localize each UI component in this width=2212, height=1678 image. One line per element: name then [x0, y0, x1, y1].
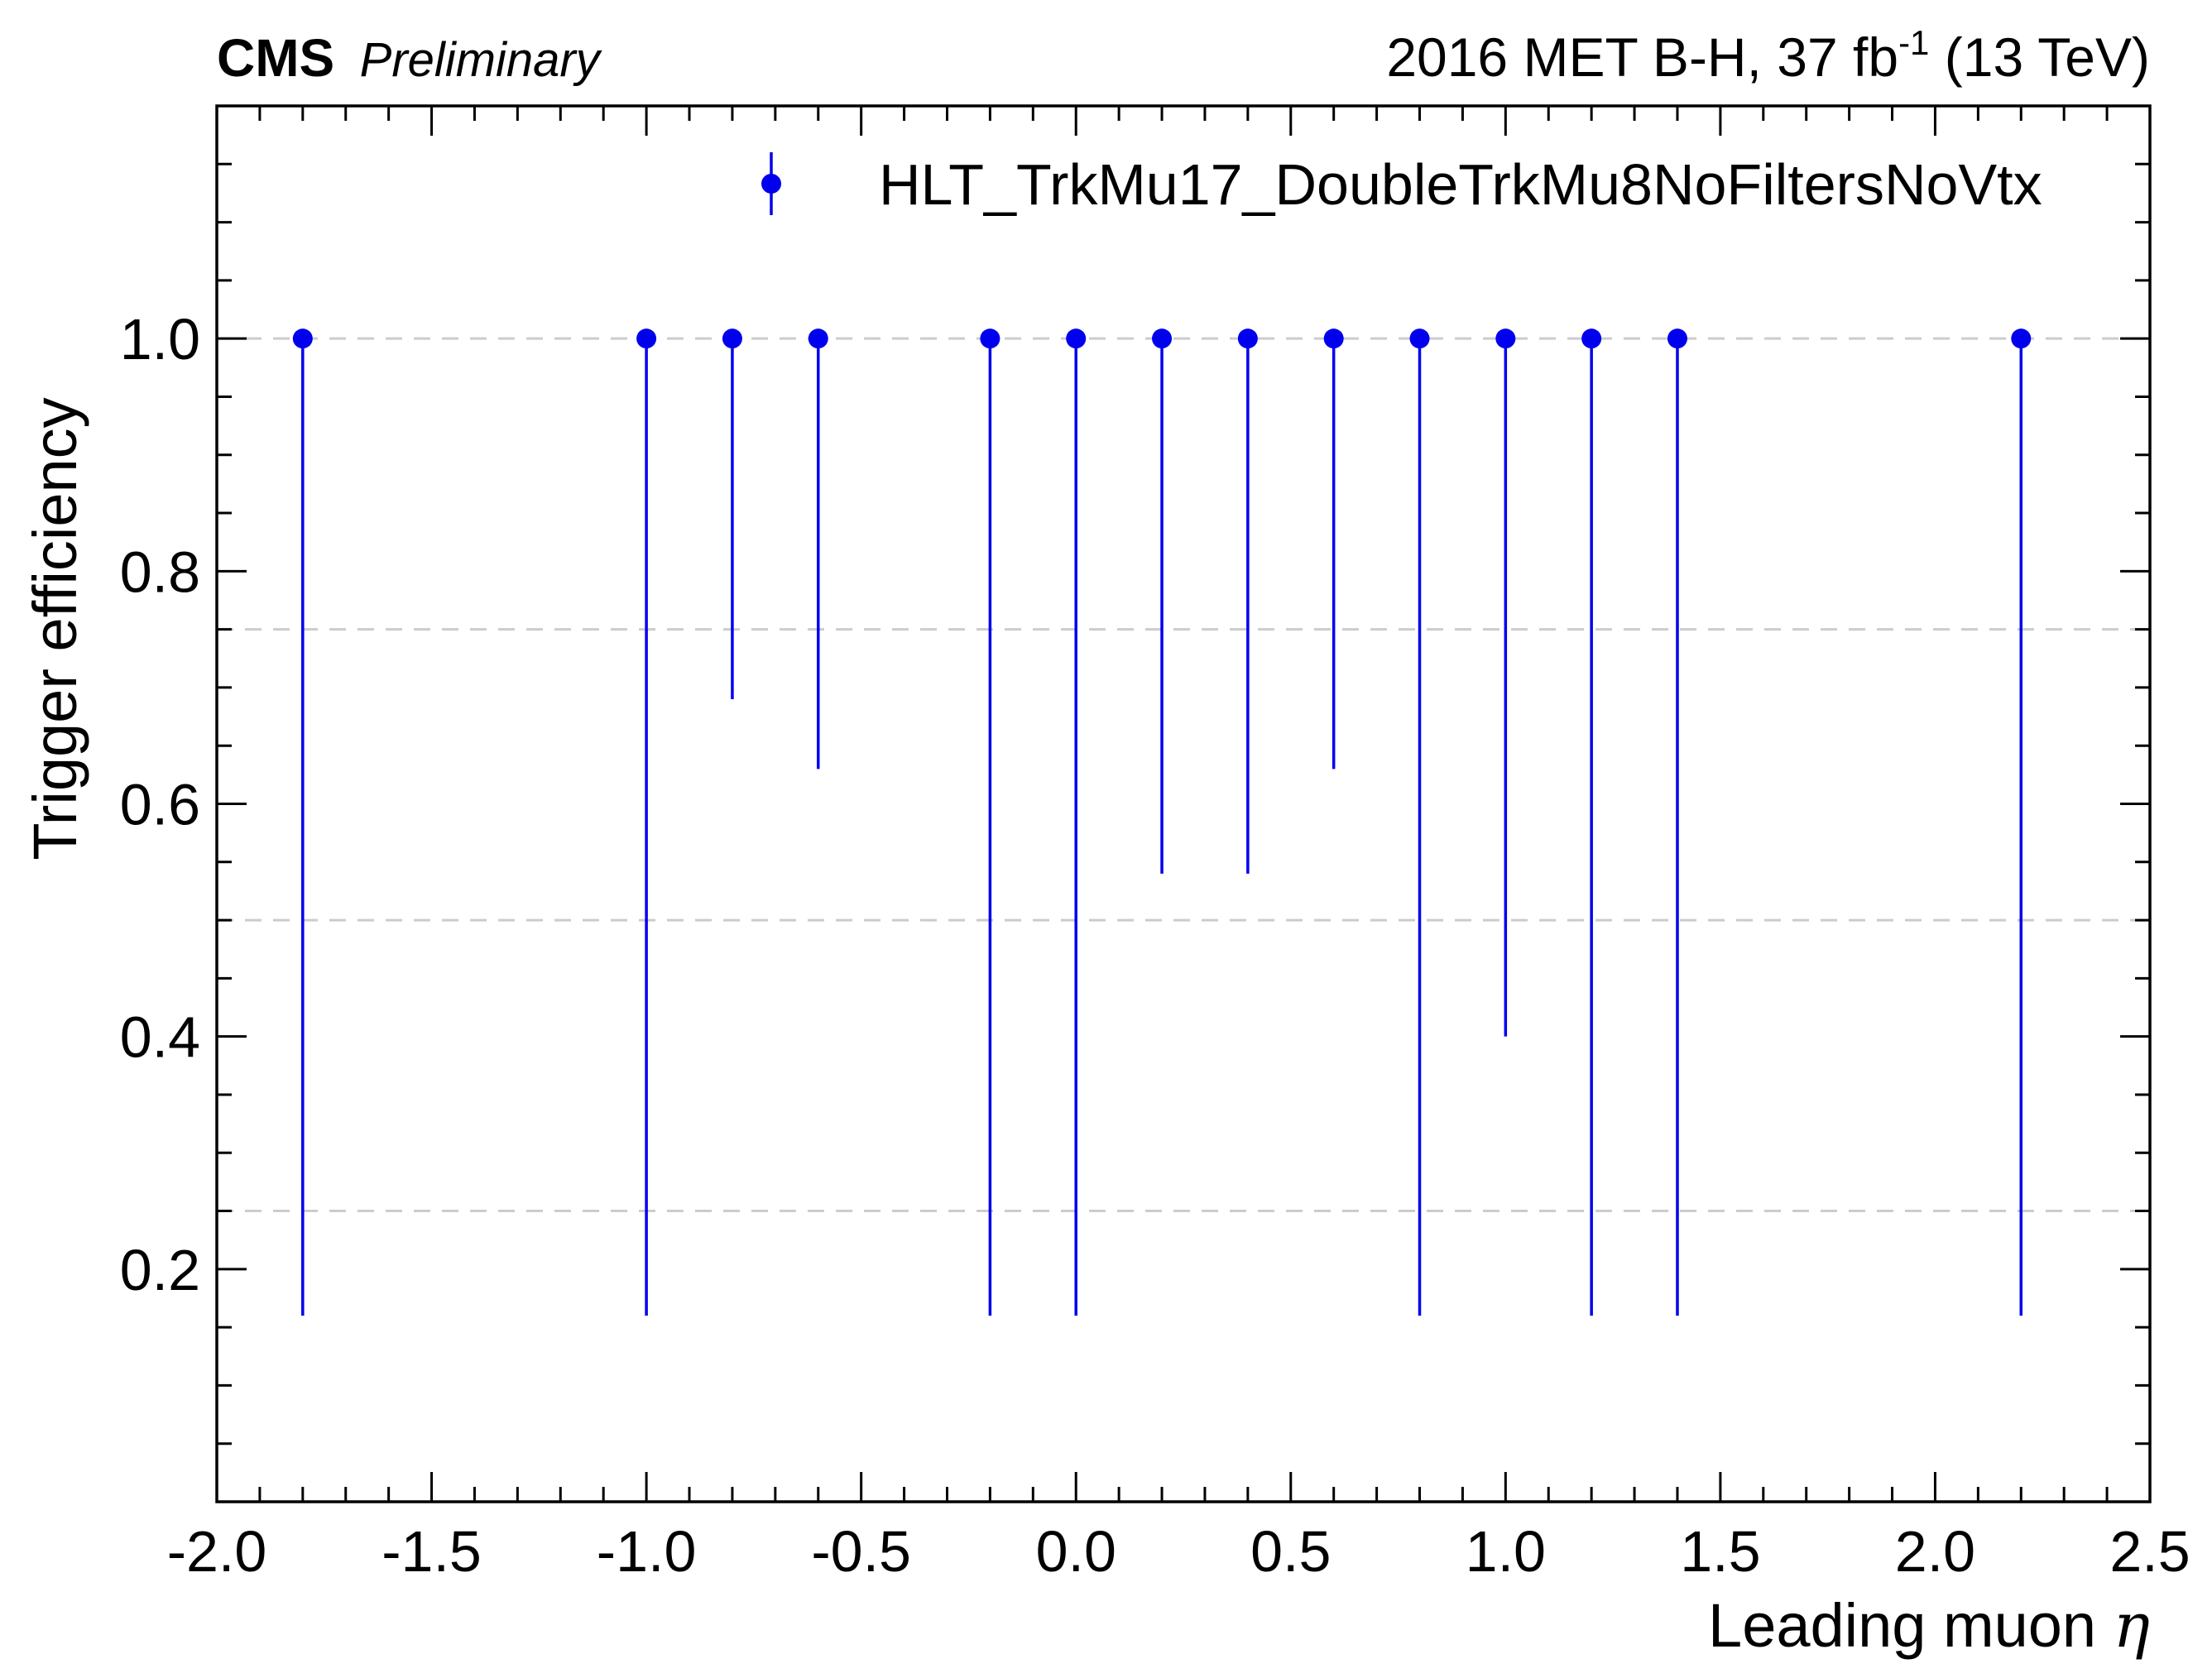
- legend: HLT_TrkMu17_DoubleTrkMu8NoFiltersNoVtx: [761, 152, 2042, 217]
- y-axis-title: Trigger efficiency: [21, 397, 89, 860]
- legend-entry: HLT_TrkMu17_DoubleTrkMu8NoFiltersNoVtx: [879, 152, 2042, 217]
- x-tick-label: 1.0: [1466, 1519, 1546, 1584]
- data-point: [1237, 328, 1258, 349]
- y-tick-label: 1.0: [120, 307, 200, 372]
- data-point: [292, 328, 313, 349]
- legend-marker-point: [761, 174, 781, 194]
- x-tick-label: 2.5: [2109, 1519, 2190, 1584]
- data-point: [2011, 328, 2032, 349]
- data-point: [1066, 328, 1087, 349]
- x-tick-label: 0.0: [1036, 1519, 1116, 1584]
- y-tick-label: 0.4: [120, 1005, 200, 1070]
- grid-lines: [217, 337, 2150, 1213]
- data-points: [292, 328, 2032, 349]
- data-point: [1667, 328, 1687, 349]
- data-point: [1409, 328, 1430, 349]
- x-axis-title: Leading muon η: [1708, 1590, 2150, 1661]
- y-tick-label: 0.8: [120, 539, 200, 604]
- data-point: [722, 328, 742, 349]
- plot-frame: [215, 104, 2152, 1503]
- x-tick-label: 0.5: [1250, 1519, 1331, 1584]
- y-tick-label: 0.6: [120, 773, 200, 837]
- x-tick-labels: -2.0 -1.5 -1.0 -0.5 0.0 0.5 1.0 1.5 2.0 2.5: [167, 1519, 2190, 1584]
- error-bars: [301, 338, 2023, 1316]
- data-point: [1581, 328, 1602, 349]
- data-point: [636, 328, 657, 349]
- data-point: [808, 328, 828, 349]
- data-point: [980, 328, 1000, 349]
- y-tick-label: 0.2: [120, 1238, 200, 1302]
- header-experiment: CMS Preliminary: [217, 28, 602, 88]
- x-tick-label: 2.0: [1895, 1519, 1975, 1584]
- y-tick-labels: 0.2 0.4 0.6 0.8 1.0: [120, 307, 200, 1302]
- data-point: [1495, 328, 1516, 349]
- data-point: [1152, 328, 1173, 349]
- x-tick-label: 1.5: [1680, 1519, 1760, 1584]
- data-point: [1323, 328, 1344, 349]
- axis-ticks: [215, 106, 2152, 1502]
- header-lumi: 2016 MET B-H, 37 fb-1 (13 TeV): [1386, 23, 2150, 88]
- x-tick-label: -1.5: [381, 1519, 482, 1584]
- x-tick-label: -0.5: [811, 1519, 911, 1584]
- x-tick-label: -1.0: [597, 1519, 697, 1584]
- x-tick-label: -2.0: [167, 1519, 267, 1584]
